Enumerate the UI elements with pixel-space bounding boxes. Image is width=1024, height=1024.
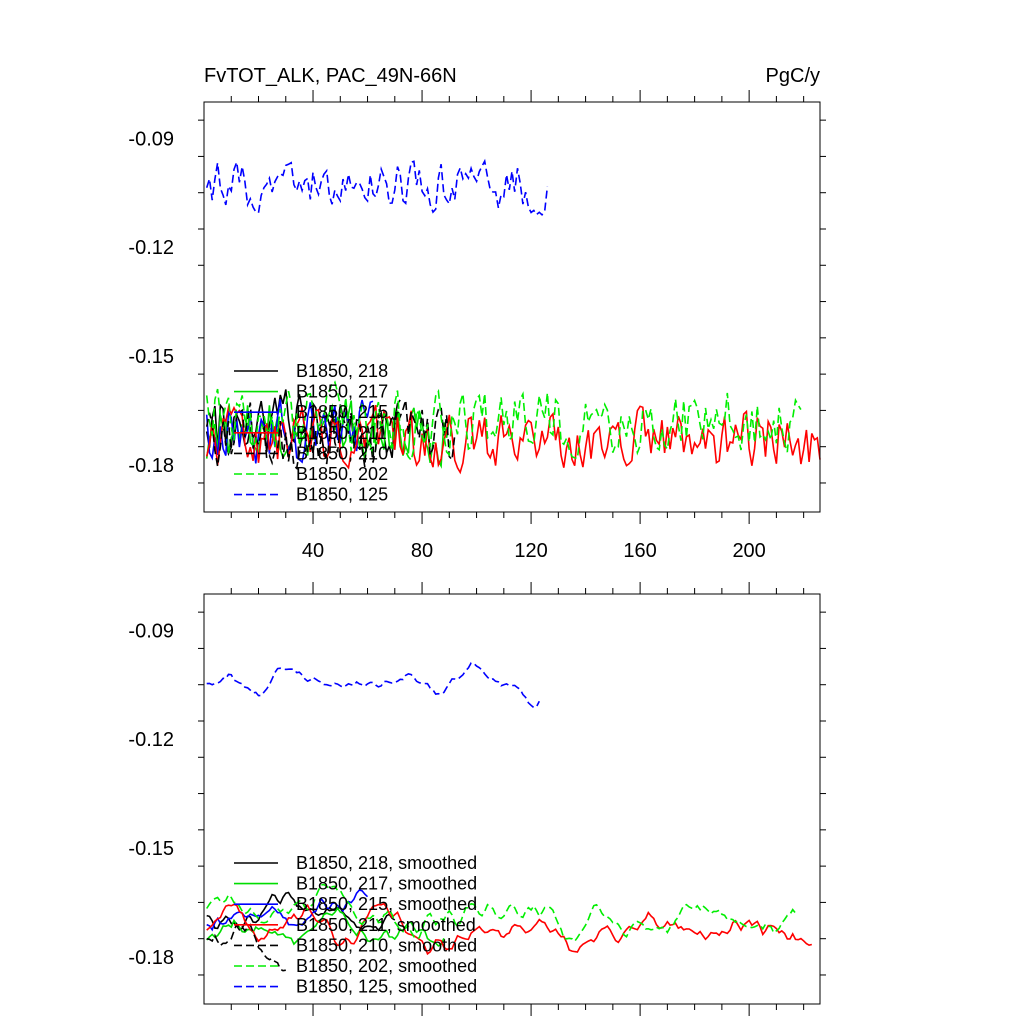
y-tick-label: -0.15	[128, 838, 174, 860]
y-tick-label: -0.18	[128, 947, 174, 969]
y-tick-label: -0.12	[128, 729, 174, 751]
units-label: PgC/y	[766, 65, 820, 87]
series-line-b1850-210	[205, 399, 456, 470]
legend-label: B1850, 218	[296, 361, 388, 381]
series-line-b1850-202	[205, 380, 802, 462]
y-tick-label: -0.09	[128, 620, 174, 642]
series-line-b1850-210-smoothed	[206, 922, 286, 972]
legend-label: B1850, 125	[296, 485, 388, 505]
legend-label: B1850, 215, smoothed	[296, 894, 477, 914]
x-tick-label: 200	[732, 540, 765, 562]
series-line-b1850-125	[205, 158, 549, 216]
legend-label: B1850, 210	[296, 443, 388, 463]
series-line-b1850-125-smoothed	[206, 662, 541, 709]
raw-panel: -0.09 -0.12 -0.15 -0.18 40 80 120 160 200 B1850, …	[128, 90, 826, 562]
y-tick-label: -0.09	[128, 128, 174, 150]
series-line-b1850-211-smoothed	[206, 902, 813, 956]
y-tick-label: -0.12	[128, 237, 174, 259]
chart-title: FvTOT_ALK, PAC_49N-66N	[204, 65, 457, 87]
series-line-b1850-202-smoothed	[206, 883, 797, 943]
x-tick-label: 120	[514, 540, 547, 562]
series-line-b1850-218-smoothed	[206, 891, 396, 932]
legend-label: B1850, 217, smoothed	[296, 874, 477, 894]
smoothed-panel: -0.09 -0.12 -0.15 -0.18 B1850, 218, smoothed…	[128, 582, 826, 1016]
legend-label: B1850, 218, smoothed	[296, 853, 477, 873]
legend-label: B1850, 215	[296, 402, 388, 422]
plot-frame	[203, 101, 821, 513]
legend-label: B1850, 202	[296, 464, 388, 484]
y-tick-label: -0.15	[128, 346, 174, 368]
legend-label: B1850, 125, smoothed	[296, 977, 477, 997]
x-tick-label: 160	[623, 540, 656, 562]
legend-label: B1850, 217	[296, 382, 388, 402]
legend-label: B1850, 211, smoothed	[296, 915, 476, 935]
series-line-b1850-217	[205, 400, 451, 469]
legend-label: B1850, 210, smoothed	[296, 935, 477, 955]
x-tick-label: 40	[302, 540, 324, 562]
legend-label: B1850, 202, smoothed	[296, 956, 477, 976]
legend-label: B1850, 211	[296, 423, 387, 443]
x-tick-label: 80	[411, 540, 433, 562]
y-tick-label: -0.18	[128, 455, 174, 477]
plot-frame	[203, 593, 821, 1005]
